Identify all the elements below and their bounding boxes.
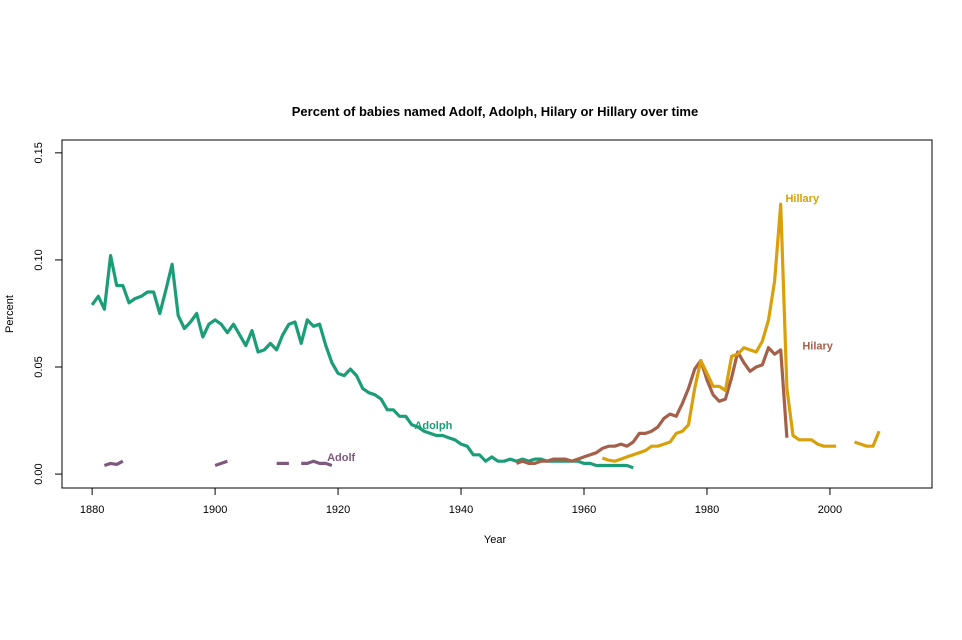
series-labels: Adolph Adolf Hilary Hillary — [327, 193, 834, 464]
x-tick-label: 2000 — [818, 504, 842, 516]
series-label-adolph: Adolph — [414, 420, 452, 432]
y-tick-label: 0.05 — [33, 356, 45, 377]
x-tick-label: 1940 — [449, 504, 473, 516]
x-axis-label: Year — [484, 534, 507, 546]
y-axis-label: Percent — [4, 295, 16, 333]
series-line-hilary — [515, 346, 789, 465]
series-lines — [90, 202, 881, 470]
series-line-adolf — [214, 459, 228, 468]
y-axis: 0.00 0.05 0.10 0.15 — [33, 142, 62, 485]
series-label-hilary: Hilary — [802, 341, 833, 353]
y-tick-label: 0.15 — [33, 142, 45, 163]
series-line-adolf — [301, 459, 333, 468]
series-line-adolph — [90, 254, 634, 470]
plot-frame — [61, 139, 933, 489]
series-label-adolf: Adolf — [327, 452, 355, 464]
series-line-hillary — [853, 430, 881, 448]
series-line-hillary — [601, 202, 837, 463]
x-axis: 1880 1900 1920 1940 1960 1980 2000 — [80, 488, 842, 516]
series-line-adolf — [103, 459, 124, 468]
x-tick-label: 1920 — [326, 504, 350, 516]
x-tick-label: 1960 — [572, 504, 596, 516]
x-tick-label: 1880 — [80, 504, 104, 516]
x-tick-label: 1980 — [695, 504, 719, 516]
y-tick-label: 0.10 — [33, 249, 45, 270]
series-label-hillary: Hillary — [785, 193, 820, 205]
y-tick-label: 0.00 — [33, 463, 45, 484]
chart-title: Percent of babies named Adolf, Adolph, H… — [292, 104, 698, 119]
x-tick-label: 1900 — [203, 504, 227, 516]
